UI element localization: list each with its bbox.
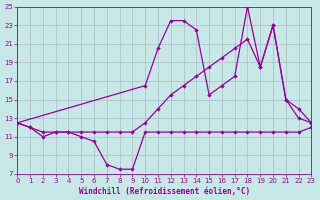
X-axis label: Windchill (Refroidissement éolien,°C): Windchill (Refroidissement éolien,°C) xyxy=(79,187,250,196)
